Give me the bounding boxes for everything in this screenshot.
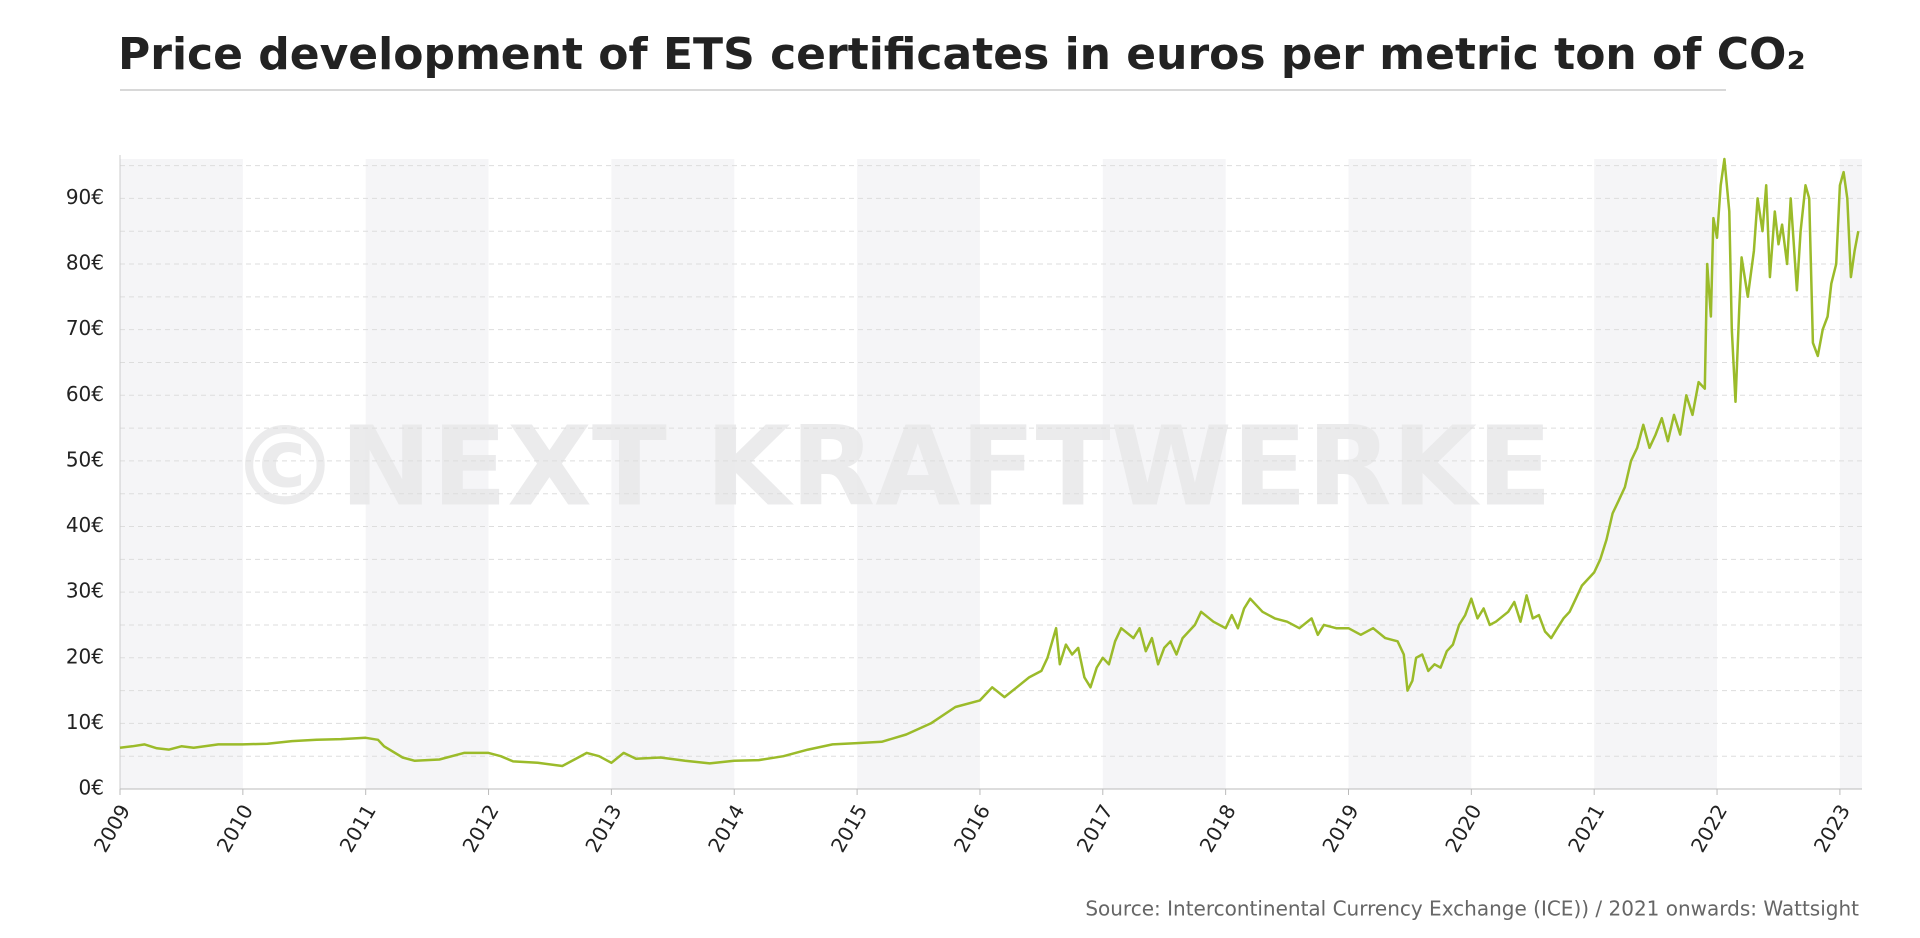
year-band — [120, 159, 243, 789]
x-tick-label: 2016 — [949, 800, 995, 856]
x-tick-label: 2012 — [457, 800, 503, 856]
x-tick-label: 2009 — [89, 800, 135, 856]
x-tick-label: 2011 — [335, 800, 381, 856]
x-tick-label: 2019 — [1317, 800, 1363, 856]
x-tick-label: 2015 — [826, 800, 872, 856]
x-tick-label: 2010 — [212, 800, 258, 856]
chart-title: Price development of ETS certificates in… — [118, 29, 1806, 80]
x-tick-label: 2014 — [703, 800, 749, 856]
y-tick-label: 80€ — [66, 251, 104, 275]
x-tick-label: 2018 — [1194, 800, 1240, 856]
watermark: ©NEXT KRAFTWERKE — [230, 402, 1552, 530]
y-tick-label: 10€ — [66, 710, 104, 734]
y-tick-label: 70€ — [66, 316, 104, 340]
x-tick-label: 2020 — [1440, 800, 1486, 856]
x-tick-label: 2013 — [580, 800, 626, 856]
price-line — [119, 157, 1860, 768]
y-tick-label: 50€ — [66, 447, 104, 471]
year-band — [1594, 159, 1718, 789]
source: Source: Intercontinental Currency Exchan… — [1085, 897, 1859, 921]
x-tick-label: 2017 — [1072, 800, 1118, 856]
y-tick-label: 60€ — [66, 382, 104, 406]
y-tick-label: 20€ — [66, 644, 104, 668]
y-tick-label: 40€ — [66, 513, 104, 537]
x-tick-label: 2022 — [1686, 800, 1732, 856]
x-tick-label: 2021 — [1563, 800, 1609, 856]
y-tick-label: 30€ — [66, 579, 104, 603]
y-tick-label: 0€ — [79, 776, 104, 800]
y-tick-label: 90€ — [66, 185, 104, 209]
year-band — [1839, 159, 1862, 789]
x-tick-label: 2023 — [1809, 800, 1855, 856]
